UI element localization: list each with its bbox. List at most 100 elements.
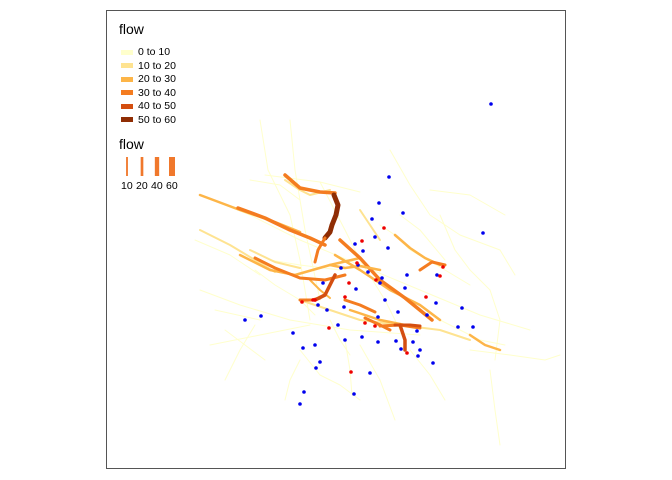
station-point xyxy=(353,242,357,246)
station-point xyxy=(318,360,322,364)
route-line xyxy=(299,349,361,401)
route-line xyxy=(249,249,301,269)
origin-point xyxy=(300,300,304,304)
station-point xyxy=(377,201,381,205)
origin-point xyxy=(363,321,367,325)
origin-point xyxy=(355,261,359,265)
station-point xyxy=(396,310,400,314)
color-legend-item: 50 to 60 xyxy=(121,113,176,127)
station-point xyxy=(415,329,419,333)
station-point xyxy=(360,335,364,339)
station-point xyxy=(366,270,370,274)
width-legend-label: 60 xyxy=(166,180,178,192)
station-point xyxy=(243,318,247,322)
station-point xyxy=(370,217,374,221)
color-legend-item: 0 to 10 xyxy=(121,45,170,59)
station-point xyxy=(481,231,485,235)
route-line xyxy=(398,323,407,352)
route-line xyxy=(469,349,561,361)
origin-point xyxy=(405,351,409,355)
origin-point xyxy=(311,298,315,302)
origin-point xyxy=(441,265,445,269)
station-point xyxy=(383,298,387,302)
route-line xyxy=(338,238,434,322)
color-legend-label: 20 to 30 xyxy=(138,73,176,85)
station-point xyxy=(314,366,318,370)
color-legend-item: 40 to 50 xyxy=(121,99,176,113)
route-line xyxy=(333,253,442,322)
route-line xyxy=(393,233,442,267)
station-point xyxy=(352,392,356,396)
color-legend-item: 30 to 40 xyxy=(121,86,176,100)
station-point xyxy=(431,361,435,365)
station-point xyxy=(411,340,415,344)
origin-point xyxy=(424,295,428,299)
color-legend-label: 50 to 60 xyxy=(138,113,176,126)
station-point xyxy=(336,323,340,327)
route-line xyxy=(313,273,337,302)
color-swatch xyxy=(121,90,133,95)
origin-point xyxy=(343,295,347,299)
station-point xyxy=(434,301,438,305)
origin-point xyxy=(347,281,351,285)
color-swatch xyxy=(121,76,133,82)
route-line xyxy=(199,229,276,273)
station-point xyxy=(316,303,320,307)
origin-point xyxy=(382,226,386,230)
station-point xyxy=(456,325,460,329)
route-line xyxy=(393,323,422,328)
route-line xyxy=(359,209,381,241)
map-frame xyxy=(106,10,566,469)
route-line xyxy=(379,224,471,286)
route-lines xyxy=(194,119,561,446)
station-point xyxy=(435,273,439,277)
route-line xyxy=(249,179,301,201)
route-line xyxy=(194,239,261,276)
station-point xyxy=(418,348,422,352)
route-line xyxy=(439,214,501,361)
route-line xyxy=(343,298,377,314)
station-point xyxy=(313,343,317,347)
origin-point xyxy=(327,326,331,330)
route-line xyxy=(409,349,446,401)
route-line xyxy=(329,319,351,356)
route-line xyxy=(468,333,502,352)
route-line xyxy=(269,259,341,271)
route-line xyxy=(363,316,392,332)
station-point xyxy=(298,402,302,406)
width-legend-label: 10 xyxy=(121,180,133,192)
station-point xyxy=(376,340,380,344)
color-legend-item: 10 to 20 xyxy=(121,59,176,73)
station-point xyxy=(376,315,380,319)
station-point xyxy=(399,347,403,351)
color-legend-label: 40 to 50 xyxy=(138,100,176,112)
width-legend-label: 40 xyxy=(151,180,163,192)
color-legend-label: 0 to 10 xyxy=(138,46,171,58)
origin-point xyxy=(438,274,442,278)
station-point xyxy=(325,308,329,312)
station-point xyxy=(259,314,263,318)
origin-point xyxy=(360,239,364,243)
origin-point xyxy=(373,324,377,328)
route-line xyxy=(236,206,327,247)
color-legend-label: 30 to 40 xyxy=(138,86,176,99)
station-point xyxy=(343,338,347,342)
station-point xyxy=(425,313,429,317)
station-point xyxy=(489,102,493,106)
route-line xyxy=(418,260,447,272)
station-point xyxy=(361,249,365,253)
station-point xyxy=(373,235,377,239)
route-line xyxy=(389,149,516,276)
station-point xyxy=(291,331,295,335)
station-point xyxy=(380,276,384,280)
route-line xyxy=(299,299,471,341)
station-point xyxy=(339,266,343,270)
color-swatch xyxy=(121,49,133,55)
route-line xyxy=(209,324,311,346)
route-line xyxy=(429,189,506,216)
route-line xyxy=(322,192,341,241)
station-point xyxy=(321,281,325,285)
station-point xyxy=(460,306,464,310)
station-point xyxy=(401,211,405,215)
